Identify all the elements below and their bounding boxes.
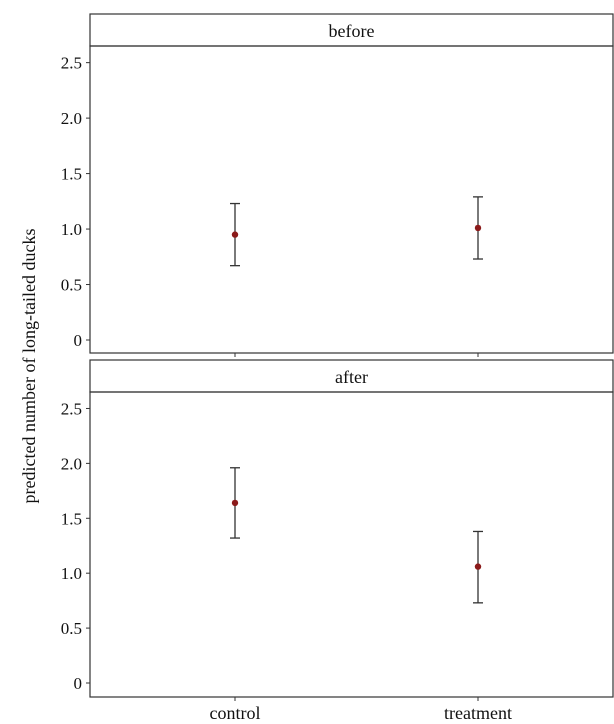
panel-frame — [89, 391, 614, 698]
facet-strip-label: before — [329, 21, 375, 41]
data-point — [231, 231, 239, 238]
data-point — [231, 499, 239, 507]
y-tick-label: 0 — [74, 674, 83, 693]
facet-strip-label: after — [335, 367, 368, 387]
x-category-label: treatment — [444, 703, 512, 723]
y-tick-label: 1.0 — [61, 220, 82, 239]
y-tick-label: 1.5 — [61, 165, 82, 184]
panels: before 0 0.5 1.0 1.5 2.0 2.5 after 0 0.5 1.0 1.5 2.0… — [61, 13, 614, 701]
facet-strip — [89, 359, 614, 393]
y-tick-label: 2.0 — [61, 454, 82, 473]
y-tick-label: 1.0 — [61, 564, 82, 583]
y-tick-label: 2.0 — [61, 109, 82, 128]
panel-after: after 0 0.5 1.0 1.5 2.0 2.5 — [61, 359, 614, 701]
facet-strip — [89, 13, 614, 47]
y-tick-label: 0.5 — [61, 276, 82, 295]
panel-before: before 0 0.5 1.0 1.5 2.0 2.5 — [61, 13, 614, 357]
y-tick-label: 0.5 — [61, 619, 82, 638]
y-axis-title: predicted number of long-tailed ducks — [19, 229, 39, 504]
y-tick-label: 2.5 — [61, 399, 82, 418]
x-category-label: control — [210, 703, 261, 723]
data-point — [474, 224, 482, 232]
panel-frame — [89, 45, 614, 354]
y-tick-label: 1.5 — [61, 509, 82, 528]
data-point — [474, 563, 482, 570]
y-tick-label: 2.5 — [61, 54, 82, 73]
x-category-labels: control treatment — [210, 703, 512, 723]
y-tick-label: 0 — [74, 331, 83, 350]
